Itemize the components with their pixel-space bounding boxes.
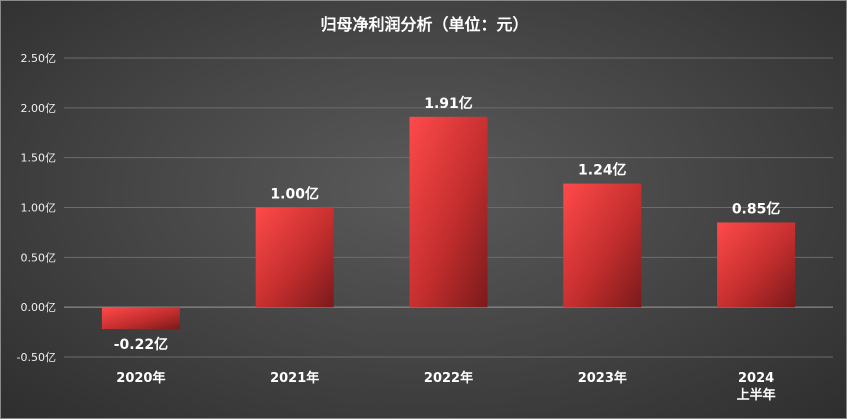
bar: [101, 307, 180, 330]
x-tick-label: 2020年: [116, 370, 165, 386]
y-tick-label: 2.50亿: [21, 52, 57, 65]
data-labels: -0.22亿 1.00亿 1.91亿 1.24亿 0.85亿: [114, 95, 781, 353]
bar: [255, 207, 334, 308]
y-tick-label: 2.00亿: [21, 102, 57, 115]
bar-series: [101, 116, 796, 330]
x-tick-label: 2024 上半年: [737, 371, 776, 403]
y-tick-label: 1.00亿: [21, 202, 57, 215]
x-tick-label: 2023年: [578, 370, 627, 386]
x-tick-label: 2021年: [270, 370, 319, 386]
data-label: 1.00亿: [270, 186, 319, 203]
x-tick-label: 2022年: [424, 370, 473, 386]
axis-labels: 2.50亿 2.00亿 1.50亿 1.00亿 0.50亿 0.00亿 -0.50亿 2020…: [17, 52, 776, 403]
data-label: 1.91亿: [424, 95, 473, 112]
bar: [563, 183, 642, 308]
bar: [409, 116, 488, 308]
data-label: -0.22亿: [114, 336, 168, 353]
y-tick-label: 0.00亿: [21, 301, 57, 314]
y-tick-label: 0.50亿: [21, 251, 57, 264]
bar: [717, 222, 796, 308]
data-label: 0.85亿: [732, 200, 781, 217]
data-label: 1.24亿: [578, 162, 627, 179]
chart-title: 归母净利润分析（单位：元）: [320, 15, 529, 34]
y-tick-label: -0.50亿: [17, 351, 56, 364]
y-tick-label: 1.50亿: [21, 152, 57, 165]
